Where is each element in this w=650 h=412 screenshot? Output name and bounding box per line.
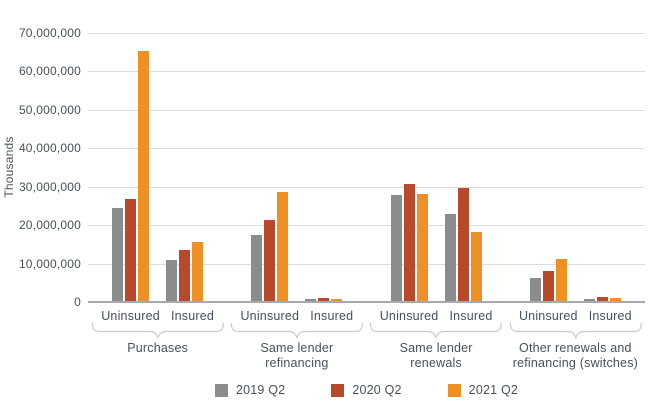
gridline [88,109,645,111]
bar [583,299,595,302]
bars-row [88,33,227,302]
group-label: Same lender refinancing [260,341,333,371]
bar [125,199,137,302]
bar-cluster [444,188,482,302]
group-brace [91,321,225,339]
y-tick-label: 0 [74,295,81,309]
subcategory-label: Uninsured [240,309,300,323]
bar [192,242,204,302]
subcategory-label: Uninsured [518,309,578,323]
bar-cluster [166,242,204,302]
bar [305,299,317,302]
group-label-line: Same lender [260,341,334,355]
y-tick-label: 60,000,000 [18,64,81,79]
bars-row [506,33,645,302]
bar [251,235,263,302]
y-tick-label: 30,000,000 [18,179,81,194]
subcategory-labels: Uninsured Insured [101,309,214,323]
group-label-line: Other renewals and [519,341,632,355]
group-label: Purchases [127,341,188,356]
y-tick-label: 70,000,000 [18,26,81,40]
y-tick-label: 10,000,000 [18,256,81,271]
bar [457,188,469,302]
bar [444,213,456,302]
bar [138,51,150,302]
gridline [88,186,645,188]
y-tick-label: 50,000,000 [18,102,81,117]
legend-item: 2020 Q2 [331,383,401,397]
category-group: Uninsured Insured Same lender refinancing [227,33,366,371]
bar [277,191,289,302]
bar [416,194,428,302]
group-label-line: renewals [410,356,462,370]
legend-label: 2021 Q2 [468,383,519,397]
legend: 2019 Q2 2020 Q2 2021 Q2 [88,383,645,397]
y-axis-title: Thousands [2,136,16,198]
subcategory-labels: Uninsured Insured [380,309,493,323]
bar [179,249,191,302]
bar [542,270,554,302]
legend-swatch [214,383,228,397]
bar [529,278,541,302]
bar-cluster [112,51,150,302]
gridline [88,263,645,265]
bars-row [367,33,506,302]
bar-cluster [390,183,428,302]
bar [331,298,343,302]
plot-area: 0 10,000,000 20,000,000 30,000,000 40,000,00… [19,26,645,370]
group-label: Other renewals and refinancing (switches) [513,341,638,371]
bar [470,231,482,302]
bar [264,220,276,302]
bar [596,296,608,302]
group-label-line: refinancing [265,356,329,370]
subcategory-label: Insured [449,309,493,323]
category-group: Uninsured Insured Purchases [88,33,227,371]
bar [555,259,567,302]
subcategory-label: Uninsured [101,309,160,323]
y-tick-label: 20,000,000 [18,218,81,233]
group-brace [230,321,364,339]
subcategory-labels: Uninsured Insured [519,309,632,323]
subcategory-label: Insured [310,309,354,323]
subcategory-labels: Uninsured Insured [240,309,353,323]
subcategory-label: Insured [588,309,632,323]
legend-item: 2021 Q2 [447,383,519,397]
group-label: Same lender renewals [400,341,473,371]
legend-label: 2019 Q2 [235,383,286,397]
bar [112,207,124,302]
gridline [88,225,645,227]
category-group: Uninsured Insured Same lender renewals [367,33,506,371]
bar-cluster [583,296,621,302]
group-label-line: Same lender [399,341,473,355]
x-axis-line [88,301,645,303]
bar [318,297,330,302]
subcategory-label: Insured [170,309,215,323]
legend-swatch [331,383,345,397]
gridline [88,33,645,34]
bar-cluster [529,259,567,302]
legend-label: 2020 Q2 [352,383,402,397]
bar [166,259,178,302]
bar [609,297,621,302]
bar-cluster [251,191,289,302]
category-group: Uninsured Insured Other renewals and refina… [506,33,645,371]
gridline [88,71,645,73]
group-brace [369,321,503,339]
subcategory-label: Uninsured [379,309,439,323]
gridline [88,148,645,150]
bar [390,194,402,302]
y-tick-label: 40,000,000 [18,141,81,156]
legend-swatch [447,383,461,397]
group-label-line: Purchases [127,341,189,355]
bars-row [227,33,366,302]
bar-cluster [305,297,343,302]
group-label-line: refinancing (switches) [512,356,639,370]
group-brace [509,321,643,339]
bar [403,183,415,302]
legend-item: 2019 Q2 [214,383,286,397]
category-groups: Uninsured Insured Purchases Uninsured Insure… [88,33,645,371]
